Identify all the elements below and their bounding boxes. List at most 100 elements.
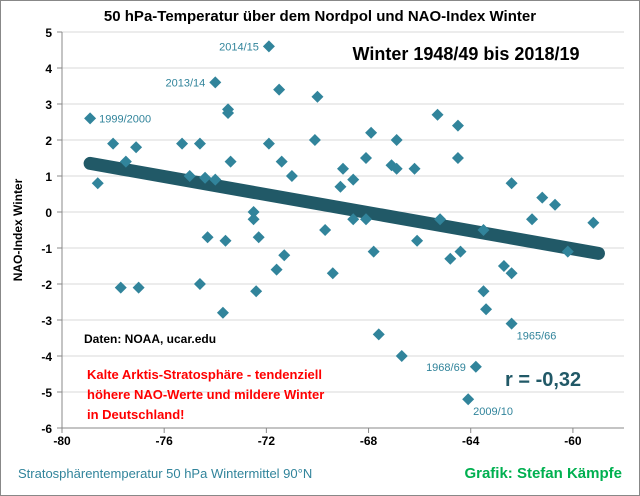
- data-point: [359, 152, 372, 164]
- y-tick-label: 4: [45, 62, 52, 76]
- data-point: [444, 252, 457, 265]
- x-tick-label: -68: [360, 434, 378, 448]
- conclusion-line-1: Kalte Arktis-Stratosphäre - tendenziell: [87, 367, 322, 382]
- data-point: [224, 155, 237, 168]
- data-point: [193, 278, 206, 290]
- data-point: [285, 170, 298, 182]
- data-point: [216, 306, 229, 319]
- data-point: [497, 260, 510, 272]
- data-point: [201, 231, 214, 244]
- data-point: [505, 177, 518, 190]
- chart-subtitle: Winter 1948/49 bis 2018/19: [353, 44, 580, 64]
- data-point: [183, 170, 196, 182]
- data-point: [252, 231, 265, 244]
- data-point: [250, 285, 263, 298]
- data-point: [262, 40, 275, 53]
- data-point: [114, 281, 127, 294]
- y-tick-label: -4: [41, 350, 52, 364]
- data-point: [84, 112, 97, 125]
- point-label: 1968/69: [426, 362, 466, 374]
- trend-line: [83, 156, 605, 260]
- data-point: [311, 90, 324, 103]
- y-tick-label: -5: [41, 386, 52, 400]
- data-point: [247, 213, 260, 226]
- data-point: [390, 162, 403, 175]
- y-tick-label: 0: [45, 206, 52, 220]
- data-point: [434, 213, 447, 226]
- data-point: [209, 173, 222, 186]
- x-tick-label: -80: [53, 434, 71, 448]
- data-point: [561, 245, 574, 258]
- data-point: [278, 249, 291, 262]
- data-point: [222, 107, 235, 119]
- data-point: [219, 234, 232, 247]
- data-point: [367, 245, 380, 258]
- chart-title: 50 hPa-Temperatur über dem Nordpol und N…: [104, 8, 536, 25]
- correlation-label: r = -0,32: [505, 369, 581, 391]
- data-point: [319, 224, 332, 236]
- data-point: [337, 162, 349, 175]
- data-point: [107, 137, 120, 150]
- y-tick-label: 2: [45, 134, 52, 148]
- data-point: [359, 213, 372, 226]
- data-point: [477, 285, 490, 298]
- data-point: [395, 350, 408, 362]
- credit-label: Grafik: Stefan Kämpfe: [464, 465, 622, 482]
- y-tick-label: 1: [45, 170, 52, 184]
- x-tick-label: -76: [156, 434, 174, 448]
- y-tick-label: -2: [41, 278, 52, 292]
- data-point: [130, 141, 143, 154]
- data-point: [480, 303, 493, 316]
- data-point: [209, 76, 222, 89]
- y-tick-label: -3: [41, 314, 52, 328]
- y-tick-label: 5: [45, 26, 52, 40]
- data-point: [549, 198, 562, 211]
- point-label: 1999/2000: [99, 113, 151, 125]
- data-point: [505, 267, 518, 280]
- data-point: [587, 216, 600, 229]
- data-point: [477, 224, 490, 236]
- data-point: [505, 317, 518, 330]
- data-point: [132, 281, 145, 294]
- data-point: [390, 134, 403, 146]
- y-tick-label: -1: [41, 242, 52, 256]
- data-point: [199, 171, 212, 184]
- data-point: [334, 180, 347, 193]
- data-point: [454, 245, 467, 258]
- y-tick-label: -6: [41, 422, 52, 436]
- data-point: [326, 267, 339, 280]
- data-point: [411, 234, 424, 247]
- point-label: 2013/14: [166, 77, 206, 89]
- data-point: [262, 137, 275, 150]
- conclusion-line-3: in Deutschland!: [87, 407, 185, 422]
- data-point: [347, 213, 360, 226]
- data-point: [451, 119, 464, 132]
- data-point: [365, 126, 378, 139]
- source-note: Daten: NOAA, ucar.edu: [84, 332, 216, 346]
- data-point: [372, 328, 385, 341]
- data-point: [451, 152, 464, 164]
- point-label: 2014/15: [219, 41, 259, 53]
- data-point: [526, 213, 539, 226]
- data-point: [462, 393, 475, 406]
- point-label: 2009/10: [473, 406, 513, 418]
- data-point: [408, 162, 421, 175]
- data-point: [469, 360, 482, 373]
- data-point: [275, 155, 288, 168]
- data-point: [119, 155, 132, 168]
- data-point: [91, 177, 104, 190]
- data-point: [176, 137, 189, 150]
- data-point: [536, 191, 549, 204]
- data-point: [270, 263, 283, 276]
- point-label: 1965/66: [517, 331, 557, 343]
- data-point: [247, 206, 260, 218]
- x-tick-label: -60: [564, 434, 582, 448]
- x-axis-label: Stratosphärentemperatur 50 hPa Wintermit…: [18, 466, 312, 481]
- y-tick-label: 3: [45, 98, 52, 112]
- data-point: [273, 83, 286, 96]
- x-tick-label: -64: [462, 434, 480, 448]
- data-point: [193, 137, 206, 150]
- conclusion-line-2: höhere NAO-Werte und mildere Winter: [87, 387, 324, 402]
- data-point: [308, 134, 321, 146]
